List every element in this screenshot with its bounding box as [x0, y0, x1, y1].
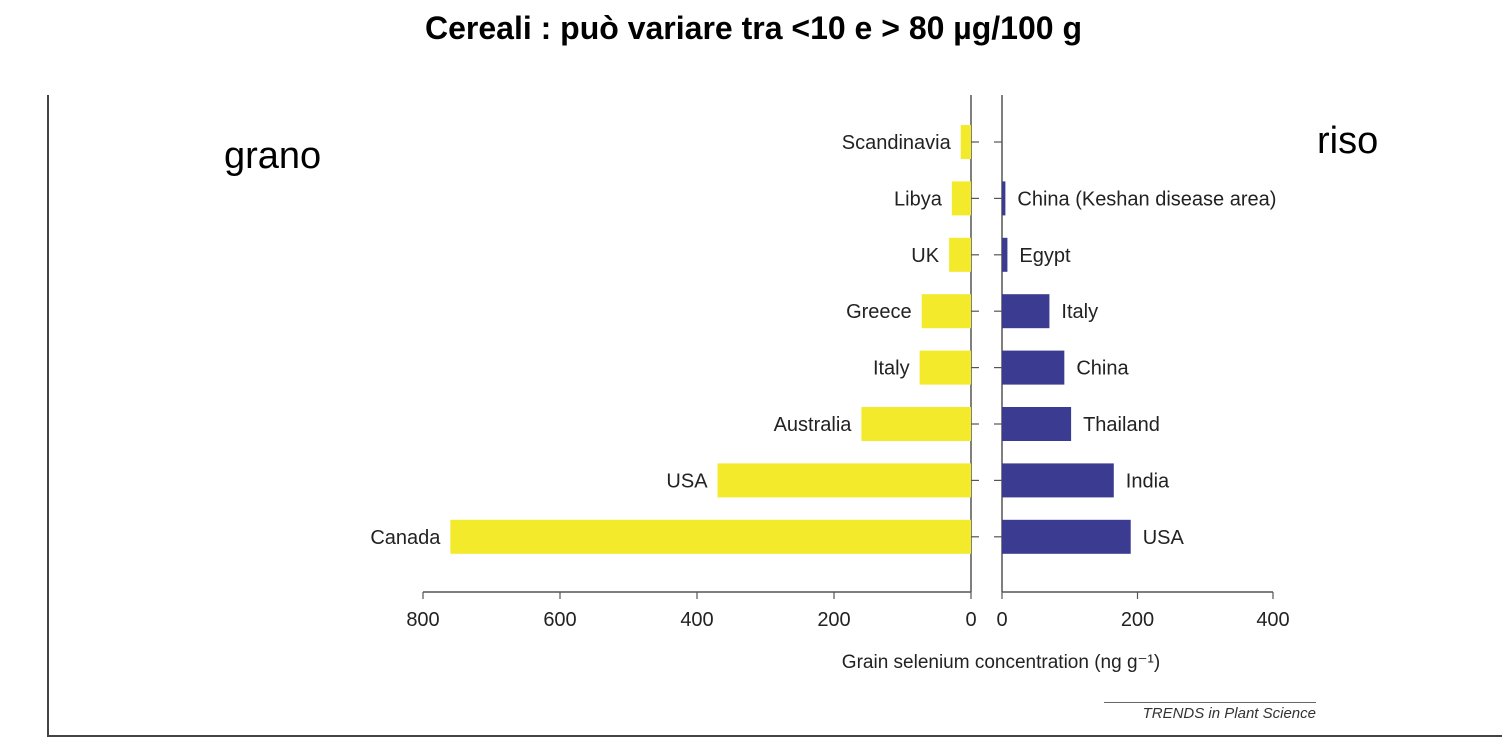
wheat-category-label: UK: [911, 245, 939, 267]
rice-category-label: USA: [1143, 527, 1185, 549]
wheat-bar: [861, 407, 971, 441]
rice-bar: [1002, 407, 1072, 441]
wheat-panel-label: grano: [224, 135, 322, 177]
wheat-category-label: USA: [666, 470, 708, 492]
rice-bar: [1002, 294, 1050, 329]
x-axis-title: Grain selenium concentration (ng g⁻¹): [842, 652, 1160, 673]
rice-category-label: India: [1126, 470, 1170, 492]
right-x-tick-label: 200: [1121, 609, 1154, 631]
wheat-category-label: Australia: [774, 414, 853, 436]
left-x-tick-label: 400: [680, 609, 713, 631]
rice-panel-label: riso: [1317, 120, 1379, 162]
wheat-category-label: Scandinavia: [842, 132, 952, 154]
left-x-tick-label: 0: [965, 609, 976, 631]
rice-bar: [1002, 237, 1008, 272]
wheat-bar: [921, 294, 971, 329]
wheat-bar: [450, 519, 971, 554]
rice-category-label: Italy: [1061, 301, 1098, 323]
rice-category-label: China (Keshan disease area): [1017, 188, 1276, 210]
figure-credit: TRENDS in Plant Science: [1104, 702, 1316, 722]
figure-frame: [47, 95, 1502, 737]
wheat-bar: [717, 463, 971, 498]
left-x-tick-label: 600: [543, 609, 576, 631]
right-x-tick-label: 400: [1256, 609, 1289, 631]
right-x-tick-label: 0: [996, 609, 1007, 631]
wheat-bar: [960, 125, 971, 159]
rice-bar: [1002, 519, 1131, 554]
rice-category-label: Egypt: [1019, 245, 1071, 267]
left-x-tick-label: 200: [817, 609, 850, 631]
rice-bar: [1002, 463, 1114, 498]
wheat-bar: [919, 350, 971, 385]
page-title: Cereali : può variare tra <10 e > 80 µg/…: [425, 10, 1082, 46]
rice-bar: [1002, 181, 1006, 216]
wheat-bar: [951, 181, 971, 216]
wheat-bar: [949, 237, 971, 272]
rice-category-label: Thailand: [1083, 414, 1160, 436]
wheat-category-label: Libya: [894, 188, 943, 210]
rice-bar: [1002, 350, 1065, 385]
wheat-category-label: Canada: [370, 527, 441, 549]
wheat-category-label: Italy: [873, 358, 910, 380]
left-x-tick-label: 800: [406, 609, 439, 631]
wheat-category-label: Greece: [846, 301, 912, 323]
rice-category-label: China: [1076, 358, 1129, 380]
